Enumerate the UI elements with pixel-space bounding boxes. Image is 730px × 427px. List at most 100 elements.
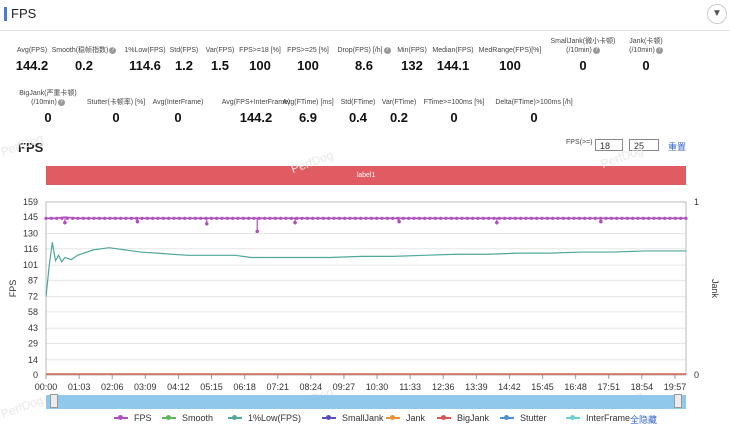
y-tick-label: 43 (28, 323, 38, 333)
metric-value: 6.9 (298, 110, 318, 125)
reset-button[interactable]: 重置 (668, 142, 687, 152)
metric-metrics_row1-11: SmallJank(微小卡顿) (/10min)? 0 (533, 37, 633, 73)
metric-metrics_row2-7: FTime>=100ms [%] 0 (404, 98, 504, 125)
fps-chart[interactable]: 0 14 29 43 58 72 87 101 116 130 145 159 00:00 01:03 0… (0, 192, 730, 392)
fps-threshold-input-1[interactable]: 18 (595, 139, 623, 151)
metric-metrics_row1-7: Drop(FPS) [/h]? 8.6 (314, 46, 414, 73)
fps-threshold-label: FPS(>=) (566, 139, 593, 146)
metric-label: FTime>=100ms [%] (423, 99, 485, 106)
metric-value: 132 (401, 58, 423, 73)
scroll-handle-right[interactable] (674, 394, 682, 408)
fps-point (305, 216, 309, 220)
metric-value: 0 (174, 110, 182, 125)
metric-value: 0 (579, 58, 587, 73)
fps-point (673, 216, 677, 220)
fps-point (289, 216, 293, 220)
fps-point (49, 216, 53, 220)
metric-metrics_row1-3: Std(FPS) 1.2 (134, 46, 234, 73)
metric-value: 0.2 (389, 110, 409, 125)
y2-tick-label: 0 (694, 370, 699, 380)
legend-item[interactable]: Smooth (162, 413, 213, 423)
legend-item[interactable]: 1%Low(FPS) (228, 413, 301, 423)
fps-point (321, 216, 325, 220)
metric-metrics_row1-6: FPS>=25 [%] 100 (258, 46, 358, 73)
fps-threshold-input-2[interactable]: 25 (629, 139, 659, 151)
section-header: FPS ▼ (0, 0, 730, 31)
fps-point (55, 216, 59, 220)
legend-item[interactable]: SmallJank (322, 413, 384, 423)
fps-point (327, 216, 331, 220)
fps-point (679, 216, 683, 220)
fps-point (268, 216, 272, 220)
metric-label: Smooth(稳帧指数)? (51, 46, 117, 54)
fps-point (183, 216, 187, 220)
legend-label: SmallJank (342, 413, 384, 423)
x-tick-label: 11:33 (399, 382, 421, 392)
x-tick-label: 14:42 (498, 382, 521, 392)
fps-point (476, 216, 480, 220)
fps-point (60, 216, 64, 220)
metric-label: Var(FTime) (381, 99, 417, 106)
fps-point (177, 216, 181, 220)
fps-point (524, 216, 528, 220)
fps-point (497, 216, 501, 220)
fps-point (513, 216, 517, 220)
x-tick-label: 12:36 (432, 382, 455, 392)
fps-point (257, 216, 261, 220)
legend-swatch-icon (437, 414, 451, 420)
metric-label: Std(FTime) (340, 99, 376, 106)
metric-value: 144.2 (239, 110, 273, 125)
fps-point (444, 216, 448, 220)
fps-point (375, 216, 379, 220)
legend-item[interactable]: Stutter (500, 413, 547, 423)
help-icon[interactable]: ? (655, 46, 663, 54)
scroll-handle-left[interactable] (50, 394, 58, 408)
metric-label: Avg(FTime) [ms] (282, 99, 334, 106)
help-icon[interactable]: ? (57, 98, 65, 106)
fps-point (417, 216, 421, 220)
legend-item[interactable]: FPS (114, 413, 152, 423)
label-bar[interactable]: label1 (46, 166, 686, 185)
x-tick-label: 01:03 (68, 382, 91, 392)
fps-point (332, 216, 336, 220)
fps-point (199, 216, 203, 220)
metric-value: 8.6 (354, 58, 374, 73)
collapse-chevron-icon[interactable]: ▼ (707, 4, 727, 24)
metric-metrics_row2-1: Stutter(卡顿率) [%] 0 (66, 98, 166, 125)
fps-point (76, 216, 80, 220)
time-range-scrollbar[interactable] (46, 394, 686, 409)
metric-metrics_row1-4: Var(FPS) 1.5 (170, 46, 270, 73)
fps-dip-point (255, 229, 260, 234)
metric-label-unit: (/10min)? (566, 46, 600, 54)
fps-dip-point (135, 219, 140, 224)
y-tick-label: 14 (28, 355, 38, 365)
fps-dip-point (204, 221, 209, 226)
fps-point (231, 216, 235, 220)
metric-label: SmallJank(微小卡顿) (550, 38, 616, 45)
metric-value: 114.6 (129, 58, 161, 73)
metric-value: 100 (499, 58, 521, 73)
help-icon[interactable]: ? (592, 46, 600, 54)
metric-label: BigJank(严重卡顿) (19, 90, 77, 97)
fps-point (87, 216, 91, 220)
help-icon[interactable]: ? (383, 46, 391, 54)
legend-item[interactable]: InterFrame (566, 413, 630, 423)
fps-dip-point (293, 220, 297, 225)
hide-all-button[interactable]: 全隐藏 (630, 415, 658, 425)
legend-swatch-icon (566, 414, 580, 420)
metric-label-unit: (/10min)? (629, 46, 663, 54)
metric-label: Delta(FTime)>100ms [/h] (495, 99, 573, 106)
y-tick-label: 116 (24, 244, 38, 254)
x-tick-label: 09:27 (333, 382, 356, 392)
metric-value: 144.2 (15, 58, 49, 73)
metric-value: 0 (642, 58, 650, 73)
fps-point (551, 216, 555, 220)
fps-point (657, 216, 661, 220)
fps-point (428, 216, 432, 220)
help-icon[interactable]: ? (109, 46, 117, 54)
legend-item[interactable]: Jank (386, 413, 425, 423)
fps-point (593, 216, 597, 220)
fps-point (519, 216, 523, 220)
legend-item[interactable]: BigJank (437, 413, 489, 423)
x-tick-label: 18:54 (631, 382, 654, 392)
